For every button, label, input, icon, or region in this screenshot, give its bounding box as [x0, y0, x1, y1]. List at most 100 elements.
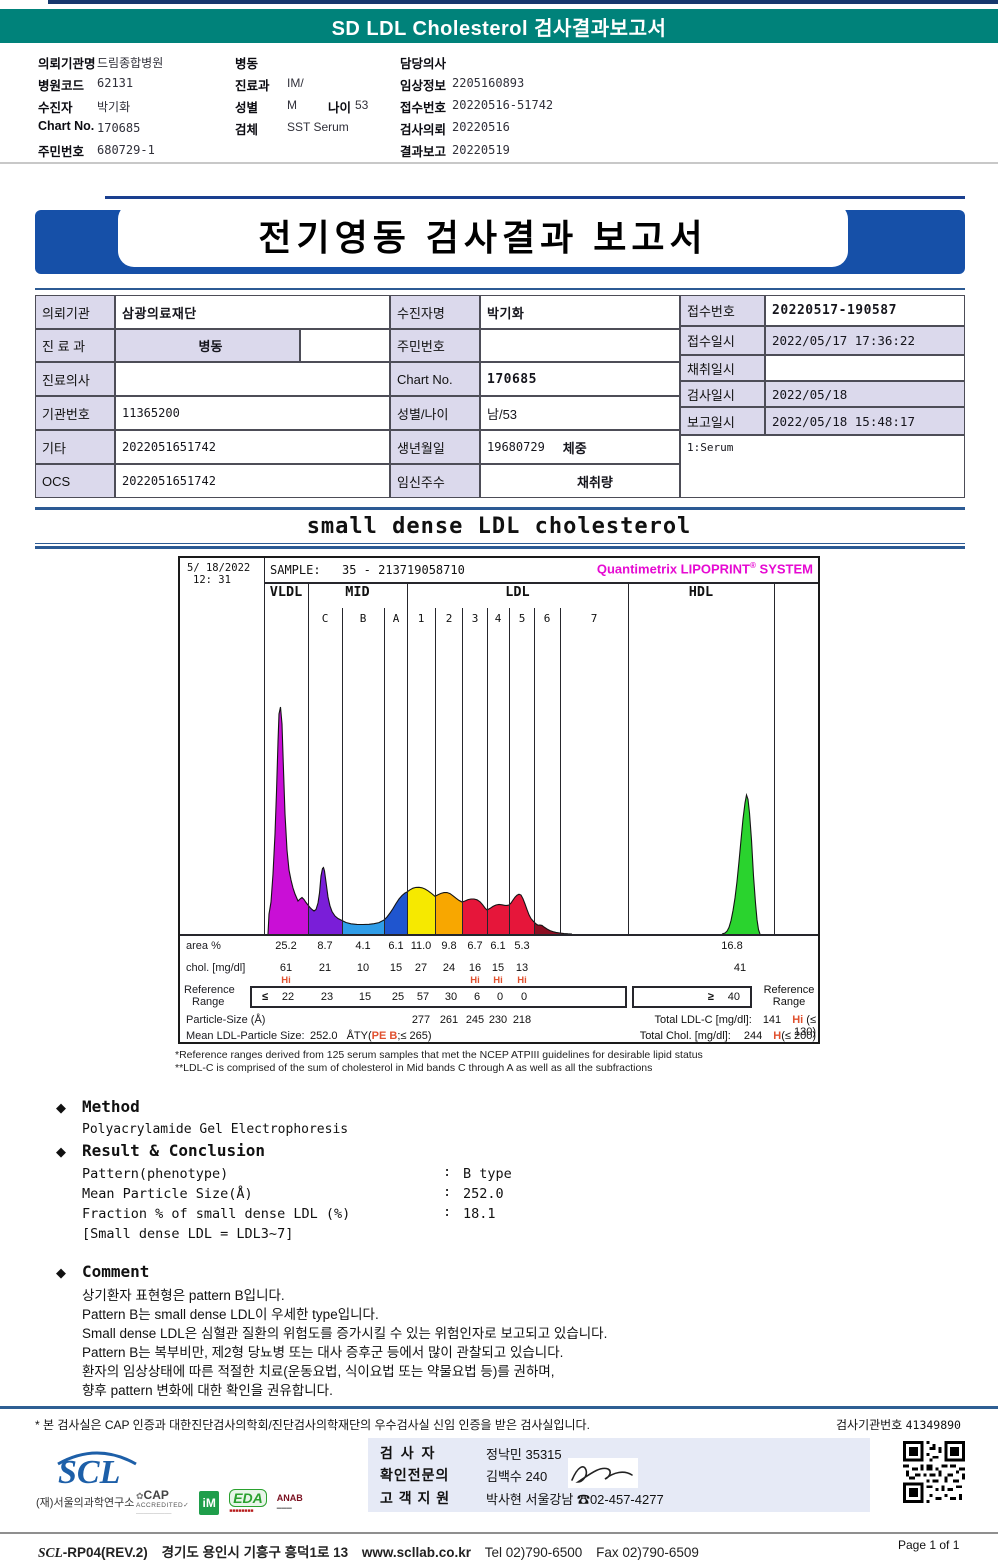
result-note: [Small dense LDL = LDL3~7]	[82, 1226, 294, 1242]
cap-badge: ✿CAP ACCREDITED✓ ──────────	[136, 1487, 190, 1517]
group-hdl: HDL	[688, 584, 714, 600]
page-number: Page 1 of 1	[898, 1538, 960, 1552]
chol-value: 10	[356, 962, 370, 974]
chol-value: 61	[279, 962, 293, 974]
chol-row-label: chol. [mg/dl]	[186, 962, 246, 974]
report-header-bar: SD LDL Cholesterol 검사결과보고서	[0, 9, 998, 43]
grid-line	[774, 582, 775, 934]
ref-label-line: Range	[192, 996, 225, 1009]
chol-value: 13	[515, 962, 529, 974]
field-value: SST Serum	[287, 120, 349, 134]
particle-value: 218	[512, 1014, 532, 1026]
field-value: 2205160893	[452, 76, 525, 90]
qr-code	[903, 1441, 965, 1503]
sample-label: SAMPLE:	[270, 563, 321, 577]
ref-value: 0	[496, 991, 504, 1003]
band-label: 2	[445, 612, 453, 625]
table-value: 병동	[115, 329, 300, 362]
banner-panel: 전기영동 검사결과 보고서	[118, 203, 848, 267]
anab-badge: ANAB ▬▬▬	[276, 1493, 303, 1512]
method-heading: Method	[82, 1097, 140, 1116]
mean-type-red: PE B	[371, 1030, 398, 1042]
chol-value: 15	[491, 962, 505, 974]
banner-title: 전기영동 검사결과 보고서	[258, 217, 708, 258]
table-label: 검사일시	[680, 381, 765, 407]
field-value: 20220519	[452, 143, 510, 157]
field-label: 담당의사	[400, 57, 447, 71]
table-value	[765, 355, 965, 381]
scl-logo-arc	[57, 1451, 137, 1466]
registered-mark: ®	[750, 561, 756, 570]
table-label: 의뢰기관	[35, 295, 115, 329]
chol-value: 41	[733, 962, 747, 974]
comment-line: 환자의 임상상태에 따른 적절한 치료(운동요법, 식이요법 또는 약물요법 등…	[82, 1364, 555, 1379]
signature	[568, 1458, 638, 1488]
comment-line: Pattern B는 복부비만, 제2형 당뇨병 또는 대사 증후군 등에서 많…	[82, 1345, 564, 1360]
high-flag: Hi	[470, 975, 480, 986]
area-value: 6.1	[388, 940, 404, 952]
grid-line	[462, 608, 463, 934]
brand-suffix: SYSTEM	[759, 561, 813, 577]
ref-box-right: ≥ 40	[632, 986, 752, 1008]
area-value: 16.8	[721, 940, 743, 952]
ref-value: 23	[320, 991, 334, 1003]
field-label: 주민번호	[38, 145, 85, 159]
sample-row-line	[264, 582, 818, 584]
field-value: M	[287, 98, 297, 112]
lab-badge-text: iM	[202, 1496, 216, 1510]
electrophoresis-curve	[267, 706, 761, 934]
ref-value: 0	[520, 991, 528, 1003]
sign-row-value: 김백수 240	[486, 1469, 548, 1484]
ref-label-line: Range	[772, 996, 806, 1009]
total-ldl-label: Total LDL-C [mg/dl]:	[654, 1014, 752, 1026]
area-value: 25.2	[275, 940, 297, 952]
area-value: 4.1	[355, 940, 371, 952]
table-label: OCS	[35, 464, 115, 498]
result-item-label: Fraction % of small dense LDL (%)	[82, 1206, 351, 1222]
table-value: 11365200	[115, 396, 390, 430]
ref-row-label: Reference Range	[184, 984, 235, 1008]
result-item-value: 18.1	[463, 1206, 496, 1222]
table-label: 접수번호	[680, 295, 765, 326]
table-value	[480, 329, 680, 362]
org-number-value: 41349890	[905, 1418, 961, 1432]
org-number-label: 검사기관번호	[836, 1418, 903, 1432]
top-edge-line	[48, 0, 998, 4]
area-value: 11.0	[410, 940, 432, 952]
org-number: 검사기관번호 41349890	[836, 1416, 961, 1433]
document-footer-line: SCL-RP04(REV.2) 경기도 용인시 기흥구 흥덕1로 13 www.…	[38, 1541, 699, 1561]
anab-badge-text: ANAB	[276, 1493, 303, 1504]
sign-row-value: 박사현 서울강남 ☎02-457-4277	[486, 1492, 664, 1507]
table-value: 2022051651742	[115, 430, 390, 464]
band-label: B	[359, 612, 367, 625]
table-value: 남/53	[480, 396, 680, 430]
eda-badge-text: EDA	[229, 1489, 267, 1508]
table-label: 주민번호	[390, 329, 480, 362]
mean-type-prefix: ÅTY(	[346, 1030, 372, 1042]
table-value: 2022/05/17 17:36:22	[765, 326, 965, 355]
table-label: 임신주수	[390, 464, 480, 498]
sample-id: 35 - 213719058710	[342, 563, 465, 577]
header-divider	[0, 162, 998, 164]
address: 경기도 용인시 기흥구 흥덕1로 13	[161, 1545, 349, 1560]
grid-line	[384, 608, 385, 934]
field-label: Chart No.	[38, 119, 95, 133]
table-value: 2022/05/18	[765, 381, 965, 407]
diamond-bullet-icon: ◆	[56, 1144, 66, 1159]
table-value: 19680729 체중	[480, 430, 680, 464]
total-chol-ref: (≤ 200)	[781, 1030, 816, 1042]
sign-row-label: 확인전문의	[380, 1467, 450, 1483]
total-chol-line: Total Chol. [mg/dl]: 244 H(≤ 200)	[630, 1030, 816, 1042]
doc-number: -RP04(REV.2)	[62, 1545, 148, 1560]
result-heading: Result & Conclusion	[82, 1141, 266, 1160]
website: www.scllab.co.kr	[361, 1545, 471, 1560]
accreditation-badges: ✿CAP ACCREDITED✓ ────────── iM EDA ■■■■■…	[136, 1485, 366, 1521]
signature-block: 검 사 자 정낙민 35315 확인전문의 김백수 240 고 객 지 원 박사…	[368, 1438, 870, 1512]
group-mid: MID	[345, 584, 370, 600]
weight-label: 체중	[562, 440, 587, 456]
table-label: 진료의사	[35, 362, 115, 396]
field-label: 성별	[235, 101, 259, 115]
section-rule	[35, 543, 965, 544]
scl-logo: SCL (재)서울의과학연구소	[36, 1448, 154, 1509]
